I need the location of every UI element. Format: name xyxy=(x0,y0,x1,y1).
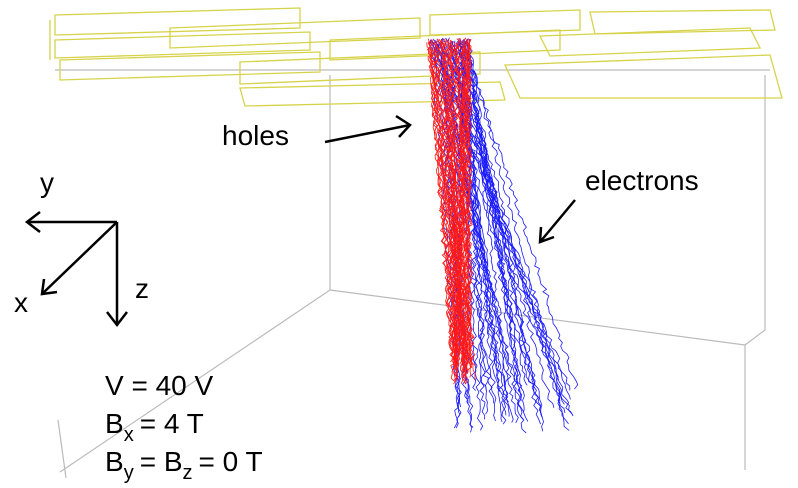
parameters: V = 40 V Bx = 4 T By = Bz = 0 T xyxy=(105,370,263,484)
electrons-label: electrons xyxy=(585,165,699,196)
text-part: = 4 T xyxy=(140,408,204,439)
holes-label: holes xyxy=(222,120,289,151)
text-part: = 0 T xyxy=(199,446,263,477)
axis-triad xyxy=(27,212,127,325)
axis-y-label: y xyxy=(40,167,54,198)
text-part: = B xyxy=(140,446,183,477)
axis-x-label: x xyxy=(14,287,28,318)
text-part: B xyxy=(105,446,124,477)
subscript: y xyxy=(124,462,134,484)
parameter-line: By = Bz = 0 T xyxy=(105,446,263,484)
text-part: B xyxy=(105,408,124,439)
parameter-line: V = 40 V xyxy=(105,370,214,401)
subscript: x xyxy=(124,424,134,446)
sensor-pads xyxy=(50,8,782,106)
axis-z-label: z xyxy=(135,273,149,304)
parameter-line: Bx = 4 T xyxy=(105,408,204,446)
subscript: z xyxy=(183,462,193,484)
text-part: V = 40 V xyxy=(105,370,214,401)
figure: holes electrons y x z V = 40 V Bx = 4 T By =… xyxy=(0,0,798,488)
drift-tracks xyxy=(427,38,578,433)
